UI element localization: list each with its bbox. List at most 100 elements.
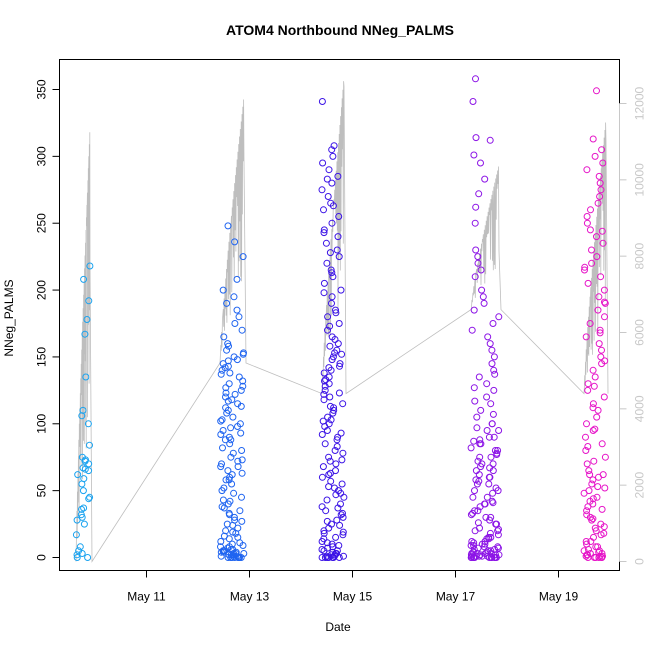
data-point — [226, 369, 234, 377]
y-axis-label: NNeg_PALMS — [2, 279, 16, 356]
data-point — [490, 366, 498, 374]
data-point — [217, 548, 225, 556]
secondary-series-line — [75, 81, 609, 563]
data-point — [236, 554, 243, 561]
data-point — [224, 357, 232, 365]
data-point — [471, 219, 479, 227]
data-point — [335, 389, 343, 397]
data-point — [469, 509, 477, 517]
data-point — [233, 306, 241, 314]
data-point — [471, 273, 479, 281]
data-point — [237, 402, 245, 410]
data-point — [584, 380, 592, 388]
data-point — [485, 480, 493, 488]
data-point — [593, 413, 601, 421]
data-point — [82, 373, 90, 381]
data-point — [490, 353, 498, 361]
data-point — [219, 444, 226, 452]
data-point — [590, 533, 597, 541]
data-point — [468, 538, 476, 545]
data-point — [80, 475, 88, 483]
data-point — [335, 213, 343, 220]
data-point — [219, 427, 227, 434]
data-point — [472, 134, 480, 142]
data-point — [85, 495, 93, 503]
data-point — [595, 172, 603, 180]
data-point — [327, 416, 335, 424]
data-point — [78, 505, 85, 513]
data-point — [235, 373, 243, 381]
data-point — [229, 413, 237, 421]
data-point — [493, 451, 501, 458]
data-point — [469, 493, 477, 501]
data-point — [592, 543, 600, 551]
data-point — [79, 406, 87, 414]
data-point — [333, 516, 341, 524]
data-point — [86, 262, 94, 270]
data-point — [583, 507, 591, 515]
data-point — [580, 547, 588, 555]
data-point — [599, 471, 607, 479]
data-point — [470, 306, 478, 314]
data-point — [494, 447, 502, 454]
data-point — [340, 552, 347, 560]
data-point — [335, 542, 343, 549]
data-point — [323, 539, 331, 547]
data-point — [229, 528, 237, 536]
data-point — [325, 364, 333, 372]
data-point — [217, 431, 225, 438]
data-point — [321, 440, 329, 448]
data-point — [473, 413, 481, 421]
data-point — [583, 166, 591, 174]
data-point — [329, 152, 337, 160]
data-point — [595, 340, 603, 348]
data-point — [328, 269, 336, 277]
data-point — [319, 417, 327, 425]
y2-tick-label: 0 — [633, 558, 647, 565]
data-point — [320, 289, 328, 297]
data-point — [240, 349, 247, 357]
data-point — [228, 471, 236, 479]
data-point — [320, 206, 327, 214]
y-tick-label: 150 — [35, 347, 49, 367]
data-point — [601, 453, 609, 461]
data-point — [487, 533, 495, 541]
data-point — [601, 313, 608, 321]
data-point — [487, 453, 495, 461]
data-point — [467, 444, 475, 452]
data-point — [79, 464, 87, 472]
data-point — [489, 499, 497, 507]
data-point — [320, 279, 328, 287]
data-point — [327, 551, 335, 559]
data-point — [226, 497, 234, 505]
x-tick-label: May 19 — [539, 590, 579, 604]
data-point — [224, 340, 232, 348]
data-point — [318, 473, 326, 481]
data-point — [483, 380, 491, 388]
data-point — [85, 467, 93, 475]
data-point — [219, 547, 227, 555]
data-point — [475, 373, 483, 381]
data-point — [326, 322, 334, 330]
data-point — [239, 377, 247, 385]
data-point — [225, 380, 233, 388]
data-point — [237, 386, 245, 394]
data-point — [592, 554, 600, 561]
data-point — [599, 159, 607, 167]
data-point — [318, 98, 326, 105]
data-point — [334, 504, 342, 512]
data-point — [582, 538, 590, 545]
x-tick-label: May 13 — [230, 590, 270, 604]
data-point — [77, 511, 85, 519]
y-tick-label: 0 — [35, 554, 49, 561]
data-point — [324, 326, 331, 334]
data-point — [600, 523, 608, 531]
data-point — [336, 362, 343, 370]
data-point — [334, 172, 342, 180]
data-point — [584, 279, 592, 287]
data-point — [485, 473, 493, 481]
data-point — [322, 507, 330, 515]
y-axis-left: 0 50 100 150 200 250 300 350 — [35, 79, 60, 561]
data-point — [221, 364, 229, 372]
